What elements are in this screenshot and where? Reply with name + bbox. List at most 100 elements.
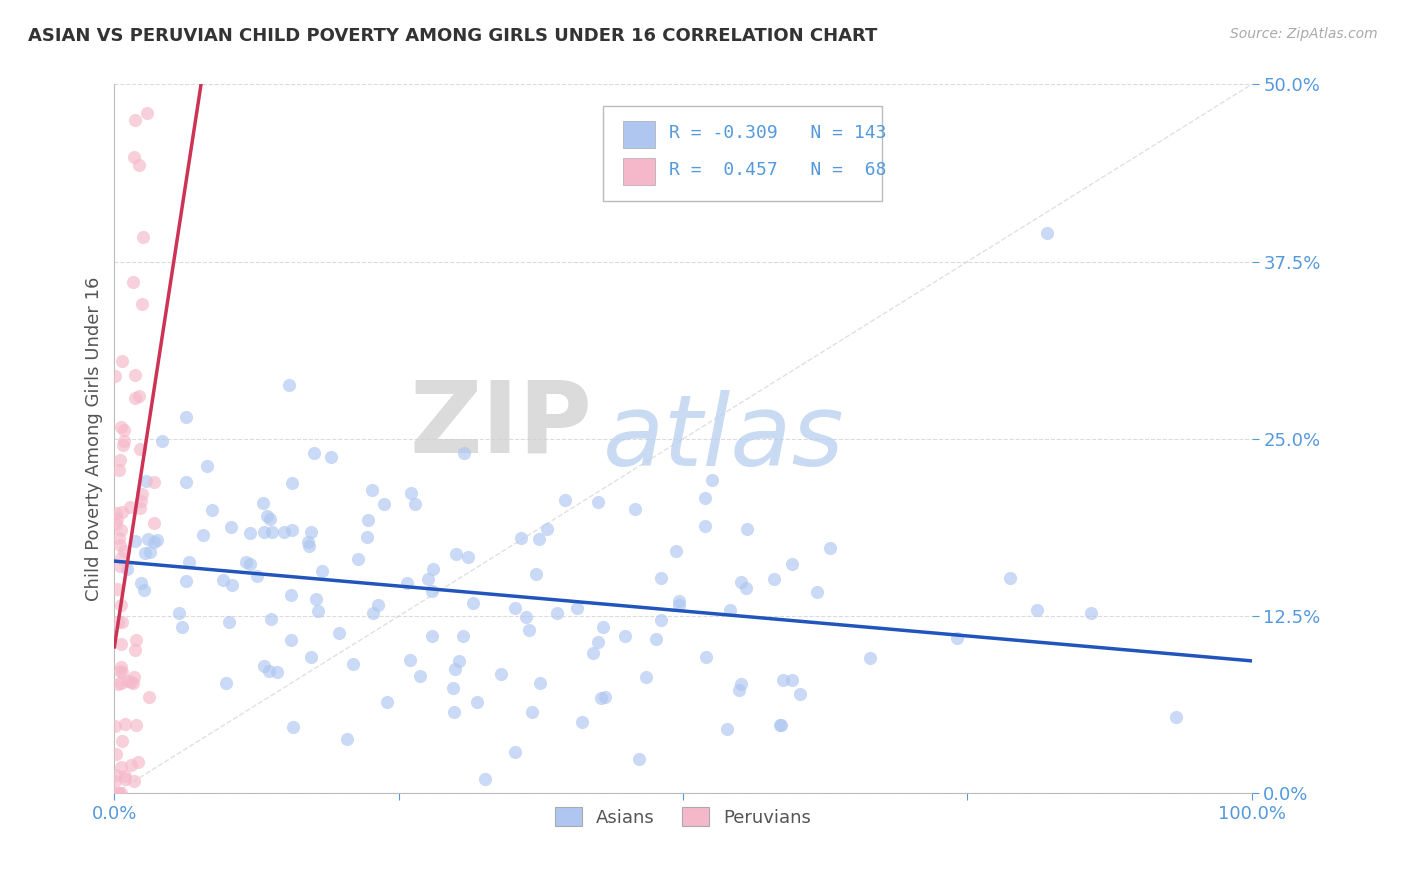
Point (328, 625, 350, 640)
Point (125, 633, 148, 648)
Point (416, 572, 439, 586)
Point (281, 523, 304, 537)
Point (131, 486, 153, 500)
Point (665, 543, 688, 558)
Point (627, 752, 650, 766)
Point (730, 677, 752, 691)
Point (108, 532, 131, 546)
Point (115, 562, 138, 576)
Text: Source: ZipAtlas.com: Source: ZipAtlas.com (1230, 27, 1378, 41)
Point (252, 524, 274, 539)
Point (107, 677, 129, 691)
Point (728, 683, 751, 698)
Point (399, 652, 422, 666)
Point (129, 576, 152, 591)
Text: atlas: atlas (603, 391, 845, 487)
Point (257, 664, 280, 678)
Point (135, 474, 157, 488)
Text: ZIP: ZIP (409, 376, 592, 474)
Point (668, 598, 690, 612)
Point (112, 424, 135, 438)
Point (404, 497, 426, 511)
Point (124, 643, 146, 657)
Point (111, 734, 134, 748)
Point (650, 572, 672, 586)
Point (311, 565, 333, 579)
Point (595, 690, 617, 704)
Point (124, 391, 146, 405)
Point (131, 297, 153, 311)
Point (668, 594, 690, 608)
Point (124, 112, 146, 127)
Point (763, 572, 786, 586)
Point (246, 568, 269, 582)
Point (730, 575, 752, 590)
Point (239, 526, 262, 541)
Point (305, 591, 328, 606)
Point (253, 659, 276, 673)
Point (110, 660, 132, 674)
Point (142, 516, 165, 530)
Point (463, 596, 485, 610)
Point (197, 458, 219, 473)
Point (614, 629, 637, 643)
Point (221, 519, 243, 533)
Point (107, 786, 129, 800)
Point (695, 649, 717, 664)
Y-axis label: Child Poverty Among Girls Under 16: Child Poverty Among Girls Under 16 (86, 277, 103, 601)
Point (110, 420, 132, 434)
Point (108, 538, 131, 552)
Point (399, 486, 422, 500)
Point (201, 503, 224, 517)
Point (108, 786, 131, 800)
Point (510, 531, 533, 545)
Point (308, 604, 330, 618)
Point (212, 573, 235, 587)
Point (170, 619, 193, 633)
Point (124, 368, 146, 383)
Point (112, 544, 135, 558)
Point (451, 630, 474, 644)
Point (112, 434, 135, 448)
Point (111, 438, 134, 452)
Point (143, 475, 166, 489)
Point (120, 675, 142, 690)
Point (645, 632, 668, 646)
Point (373, 497, 395, 511)
Point (239, 557, 262, 571)
Point (278, 378, 301, 392)
Point (252, 496, 274, 510)
Point (114, 772, 136, 787)
Point (375, 696, 398, 710)
Point (105, 747, 128, 761)
Point (624, 501, 647, 516)
Point (128, 389, 150, 403)
Point (128, 501, 150, 516)
Point (356, 531, 378, 545)
Point (218, 615, 240, 629)
Point (342, 657, 364, 671)
Point (169, 607, 191, 621)
Point (260, 524, 283, 539)
FancyBboxPatch shape (603, 106, 882, 202)
Point (280, 588, 302, 602)
Point (146, 533, 169, 547)
Point (111, 354, 134, 368)
Point (443, 706, 465, 720)
Point (124, 534, 146, 549)
Point (367, 599, 389, 613)
Point (735, 522, 758, 536)
Point (806, 584, 828, 599)
Point (693, 491, 716, 505)
Point (135, 105, 157, 120)
Point (319, 450, 342, 464)
Point (297, 535, 319, 549)
Point (361, 606, 384, 620)
Point (129, 494, 152, 508)
Point (444, 663, 467, 677)
Point (281, 475, 304, 490)
Point (700, 473, 723, 487)
Point (453, 445, 475, 459)
Legend: Asians, Peruvians: Asians, Peruvians (547, 800, 818, 834)
Point (281, 721, 304, 735)
